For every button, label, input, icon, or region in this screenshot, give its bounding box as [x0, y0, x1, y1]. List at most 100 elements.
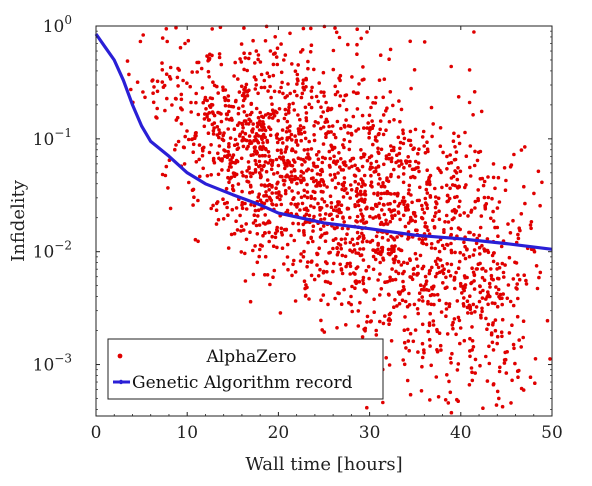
alphazero-point [365, 30, 369, 34]
alphazero-point [346, 206, 351, 211]
alphazero-point [389, 159, 394, 164]
alphazero-point [205, 174, 210, 178]
alphazero-point [321, 70, 326, 75]
alphazero-point [248, 171, 252, 175]
alphazero-point [311, 224, 316, 228]
alphazero-point [355, 42, 359, 47]
alphazero-point [266, 89, 270, 93]
alphazero-point [239, 42, 244, 46]
alphazero-point [260, 137, 264, 141]
alphazero-point [302, 188, 307, 193]
alphazero-point [216, 91, 220, 95]
alphazero-point [423, 196, 428, 201]
alphazero-point [389, 174, 393, 179]
alphazero-point [243, 119, 248, 123]
alphazero-point [450, 209, 455, 213]
alphazero-point [420, 295, 425, 299]
alphazero-point [317, 180, 322, 185]
alphazero-point [439, 348, 443, 352]
alphazero-point [324, 132, 329, 136]
alphazero-point [468, 336, 472, 341]
alphazero-point [311, 239, 315, 244]
alphazero-point [192, 195, 196, 199]
alphazero-point [354, 266, 359, 271]
alphazero-point [470, 266, 474, 271]
alphazero-point [409, 143, 413, 147]
alphazero-point [399, 248, 403, 252]
alphazero-point [243, 251, 247, 256]
alphazero-point [272, 89, 277, 94]
alphazero-point [242, 51, 246, 55]
alphazero-point [444, 314, 448, 319]
alphazero-point [538, 270, 543, 275]
alphazero-point [304, 208, 309, 212]
alphazero-point [338, 262, 343, 267]
alphazero-point [408, 331, 413, 336]
alphazero-point [196, 112, 201, 117]
alphazero-point [299, 95, 304, 100]
alphazero-point [310, 168, 314, 173]
alphazero-point [500, 317, 505, 322]
alphazero-point [446, 401, 451, 405]
alphazero-point [339, 268, 344, 272]
alphazero-point [263, 222, 268, 226]
alphazero-point [395, 304, 399, 308]
alphazero-point [258, 163, 263, 168]
alphazero-point [296, 156, 301, 160]
alphazero-point [307, 139, 312, 144]
alphazero-point [260, 128, 265, 132]
alphazero-point [312, 67, 316, 72]
alphazero-point [443, 286, 448, 291]
alphazero-point [337, 35, 342, 40]
alphazero-point [250, 190, 255, 194]
alphazero-point [335, 119, 340, 124]
alphazero-point [317, 246, 322, 250]
alphazero-point [436, 395, 441, 399]
alphazero-point [278, 311, 283, 315]
alphazero-point [365, 405, 369, 410]
alphazero-point [487, 344, 491, 349]
alphazero-point [365, 95, 370, 100]
alphazero-point [431, 218, 435, 222]
alphazero-point [244, 174, 249, 179]
alphazero-point [392, 192, 397, 196]
alphazero-point [339, 302, 344, 307]
alphazero-point [303, 160, 307, 164]
alphazero-point [268, 112, 273, 117]
alphazero-point [296, 221, 301, 226]
alphazero-point [421, 264, 426, 269]
alphazero-point [468, 165, 472, 170]
alphazero-point [335, 246, 339, 250]
alphazero-point [499, 330, 504, 335]
alphazero-point [268, 133, 273, 138]
alphazero-point [453, 250, 457, 255]
alphazero-point [208, 96, 213, 100]
alphazero-point [399, 107, 404, 112]
alphazero-point [388, 318, 393, 323]
alphazero-point [196, 198, 200, 203]
alphazero-point [397, 301, 402, 306]
alphazero-point [363, 189, 367, 194]
alphazero-point [390, 214, 394, 218]
alphazero-point [311, 229, 315, 233]
alphazero-point [328, 281, 333, 286]
alphazero-point [323, 239, 328, 243]
alphazero-point [203, 98, 207, 102]
alphazero-point [294, 202, 298, 207]
alphazero-point [447, 304, 452, 309]
alphazero-point [465, 247, 469, 252]
alphazero-point [440, 264, 445, 268]
alphazero-point [274, 191, 278, 195]
alphazero-point [440, 185, 444, 190]
alphazero-point [305, 182, 309, 187]
alphazero-point [413, 251, 418, 256]
alphazero-point [205, 115, 209, 119]
alphazero-point [339, 203, 344, 207]
alphazero-point [279, 70, 284, 75]
alphazero-point [297, 228, 301, 233]
alphazero-point [263, 39, 268, 43]
alphazero-point [548, 357, 552, 361]
alphazero-point [197, 157, 201, 162]
alphazero-point [378, 319, 382, 324]
alphazero-point [439, 170, 443, 175]
